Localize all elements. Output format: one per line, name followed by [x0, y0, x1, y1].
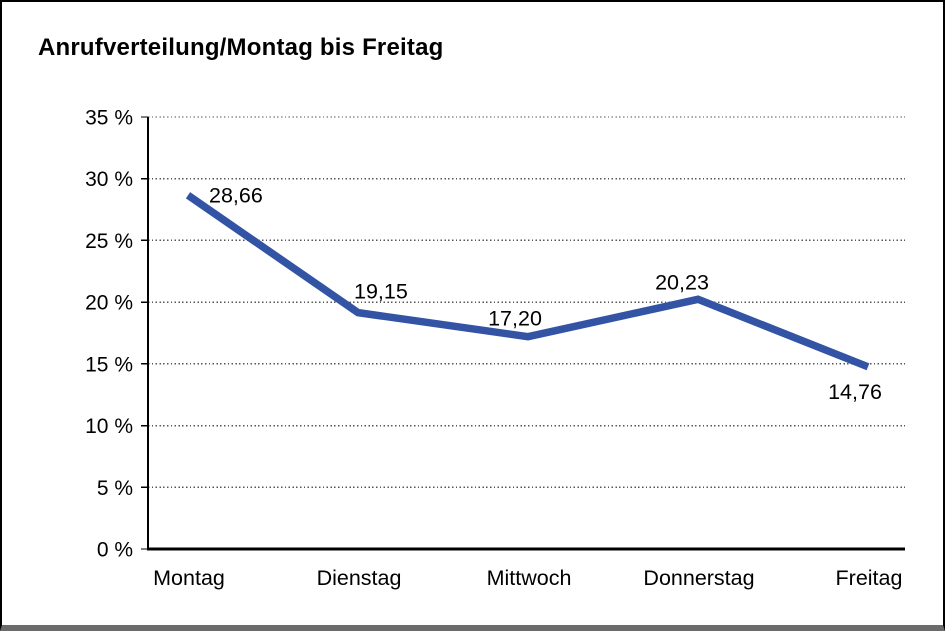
y-tick-label: 0 %	[97, 539, 133, 562]
y-tick-label: 25 %	[85, 230, 133, 253]
data-point-label: 20,23	[655, 270, 709, 294]
x-category-label: Dienstag	[317, 566, 402, 590]
y-tick-label: 15 %	[85, 353, 133, 376]
y-tick-label: 35 %	[85, 107, 133, 130]
y-tick-label: 10 %	[85, 415, 133, 438]
y-tick-label: 5 %	[97, 477, 133, 500]
x-category-label: Mittwoch	[487, 566, 572, 590]
data-point-label: 17,20	[488, 307, 542, 331]
data-line	[185, 192, 870, 371]
data-point-label: 28,66	[209, 183, 263, 207]
data-point-label: 14,76	[828, 380, 882, 404]
y-tick-label: 30 %	[85, 168, 133, 191]
x-category-label: Freitag	[836, 566, 903, 590]
x-category-label: Donnerstag	[643, 566, 754, 590]
y-tick-label: 20 %	[85, 292, 133, 315]
x-category-label: Montag	[153, 566, 225, 590]
data-point-label: 19,15	[354, 280, 408, 304]
chart-title: Anrufverteilung/Montag bis Freitag	[38, 34, 444, 61]
